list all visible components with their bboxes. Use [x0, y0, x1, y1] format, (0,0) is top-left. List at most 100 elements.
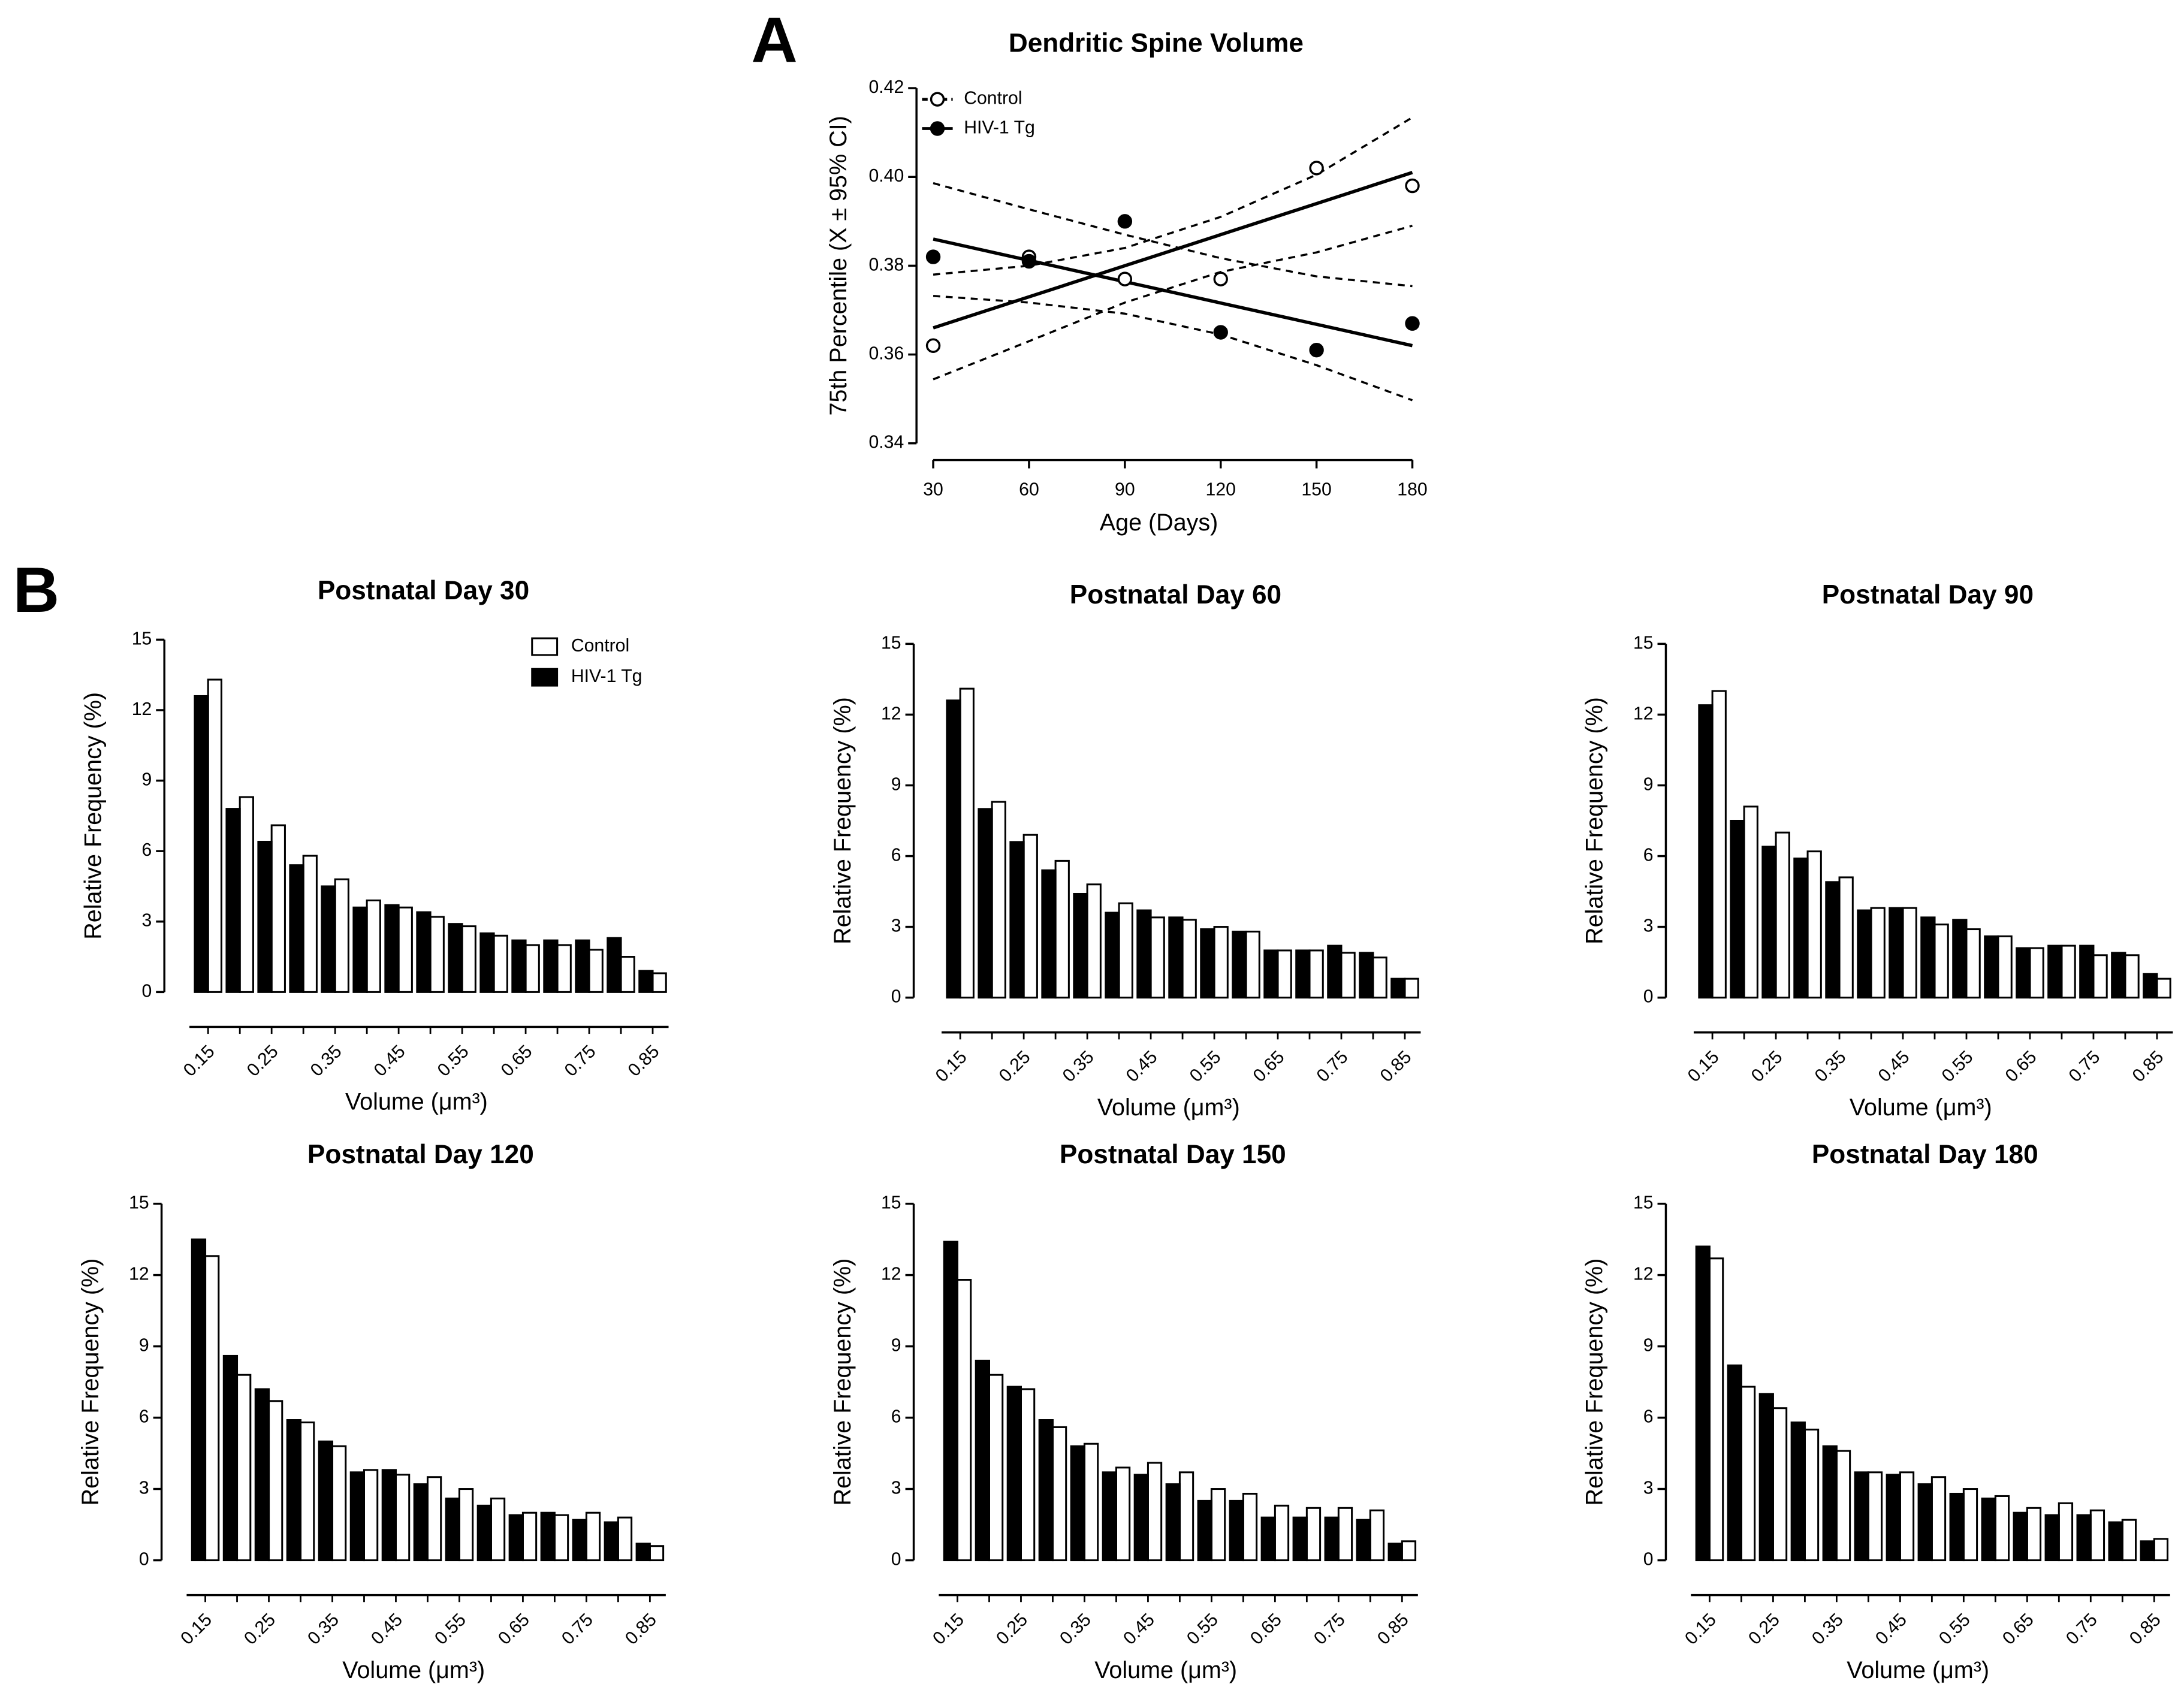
- bar: [1775, 831, 1790, 999]
- bar: [1695, 1245, 1711, 1562]
- bar: [1758, 1393, 1774, 1562]
- bar: [635, 1543, 651, 1562]
- bar: [2153, 1538, 2169, 1562]
- bar: [638, 970, 654, 993]
- bar: [1147, 1462, 1163, 1562]
- legend-marker: [930, 92, 945, 107]
- y-axis-label: Relative Frequency (%): [80, 692, 106, 940]
- data-point: [1309, 161, 1324, 176]
- bar: [585, 1511, 601, 1562]
- bar: [416, 911, 432, 993]
- y-tick-label: 3: [1643, 916, 1654, 936]
- bar: [1854, 1471, 1869, 1562]
- y-tick-label: 12: [1633, 1265, 1654, 1284]
- bar: [1962, 1488, 1978, 1562]
- data-point: [1405, 178, 1420, 194]
- x-axis-label: Volume (μm³): [1097, 1094, 1240, 1121]
- bar: [191, 1238, 207, 1562]
- bar: [225, 808, 241, 993]
- chart-title: Postnatal Day 120: [307, 1140, 534, 1169]
- bar: [1051, 1426, 1067, 1562]
- bar: [1083, 1442, 1099, 1562]
- data-point: [925, 338, 941, 353]
- bar: [1210, 1488, 1226, 1562]
- bar: [2047, 944, 2063, 999]
- bar: [1041, 869, 1057, 999]
- bar: [1197, 1499, 1212, 1562]
- bar: [476, 1504, 492, 1562]
- bar: [1822, 1445, 1838, 1562]
- chart-title: Postnatal Day 90: [1822, 580, 2034, 609]
- bar: [2058, 1502, 2074, 1562]
- y-tick-label: 9: [1643, 774, 1654, 794]
- bar: [572, 1519, 587, 1562]
- bar: [334, 878, 349, 993]
- bar: [1356, 1519, 1371, 1562]
- bar: [1994, 1495, 2010, 1562]
- bar: [207, 678, 222, 993]
- chart-title: Dendritic Spine Volume: [1009, 29, 1304, 58]
- y-axis-label: Relative Frequency (%): [1582, 1259, 1608, 1506]
- x-tick-label: 180: [1397, 480, 1427, 500]
- bar: [1022, 834, 1038, 999]
- data-point: [1405, 316, 1420, 331]
- bar: [1930, 1476, 1947, 1562]
- y-tick-label: 9: [1643, 1336, 1654, 1356]
- bar: [648, 1545, 665, 1562]
- bar: [2013, 1511, 2028, 1562]
- bar: [1387, 1543, 1403, 1562]
- bar: [651, 972, 667, 993]
- y-tick-label: 3: [142, 911, 152, 931]
- y-tick-label: 15: [1633, 633, 1654, 653]
- bar: [429, 916, 445, 993]
- x-tick-label: 60: [1019, 480, 1039, 500]
- bar: [461, 925, 476, 993]
- bar: [521, 1511, 538, 1562]
- bar: [397, 906, 413, 993]
- chart-title: Postnatal Day 60: [1070, 580, 1281, 609]
- y-tick-label: 15: [881, 1193, 901, 1213]
- bar: [2076, 1514, 2092, 1562]
- bar: [1730, 819, 1745, 999]
- y-tick-label: 0.36: [868, 344, 904, 364]
- bar: [1917, 1483, 1933, 1562]
- bar: [1337, 1507, 1353, 1562]
- bar: [1952, 919, 1968, 999]
- bar: [2143, 973, 2158, 999]
- bar: [1889, 907, 1904, 999]
- y-axis-label: Relative Frequency (%): [829, 1259, 856, 1506]
- y-tick-label: 15: [132, 629, 152, 648]
- bar: [988, 1374, 1004, 1562]
- bar: [588, 949, 604, 993]
- bar: [1232, 930, 1247, 999]
- bar: [1019, 1388, 1036, 1562]
- bar: [349, 1471, 365, 1562]
- data-point: [1117, 271, 1133, 286]
- y-tick-label: 6: [1643, 1407, 1654, 1427]
- bar: [620, 956, 635, 993]
- data-point: [1213, 325, 1228, 340]
- bar: [1997, 935, 2013, 999]
- y-axis-label: Relative Frequency (%): [829, 697, 856, 944]
- bar: [1295, 949, 1311, 999]
- chart-title: Postnatal Day 30: [318, 576, 529, 605]
- bar: [1984, 935, 1999, 999]
- bar: [1920, 916, 1936, 999]
- y-tick-label: 3: [139, 1478, 149, 1498]
- bar: [222, 1354, 239, 1562]
- x-axis-label: Volume (μm³): [1847, 1657, 1989, 1683]
- bar: [607, 937, 622, 993]
- panel-label: B: [13, 554, 59, 626]
- bar: [1245, 930, 1260, 999]
- bar: [946, 699, 961, 999]
- y-tick-label: 9: [142, 770, 152, 790]
- bar: [1359, 952, 1374, 999]
- bar: [2029, 947, 2044, 999]
- bar: [2079, 944, 2095, 999]
- y-axis-label: Relative Frequency (%): [1582, 697, 1608, 944]
- bar: [1213, 926, 1229, 999]
- bar: [1886, 1474, 1901, 1562]
